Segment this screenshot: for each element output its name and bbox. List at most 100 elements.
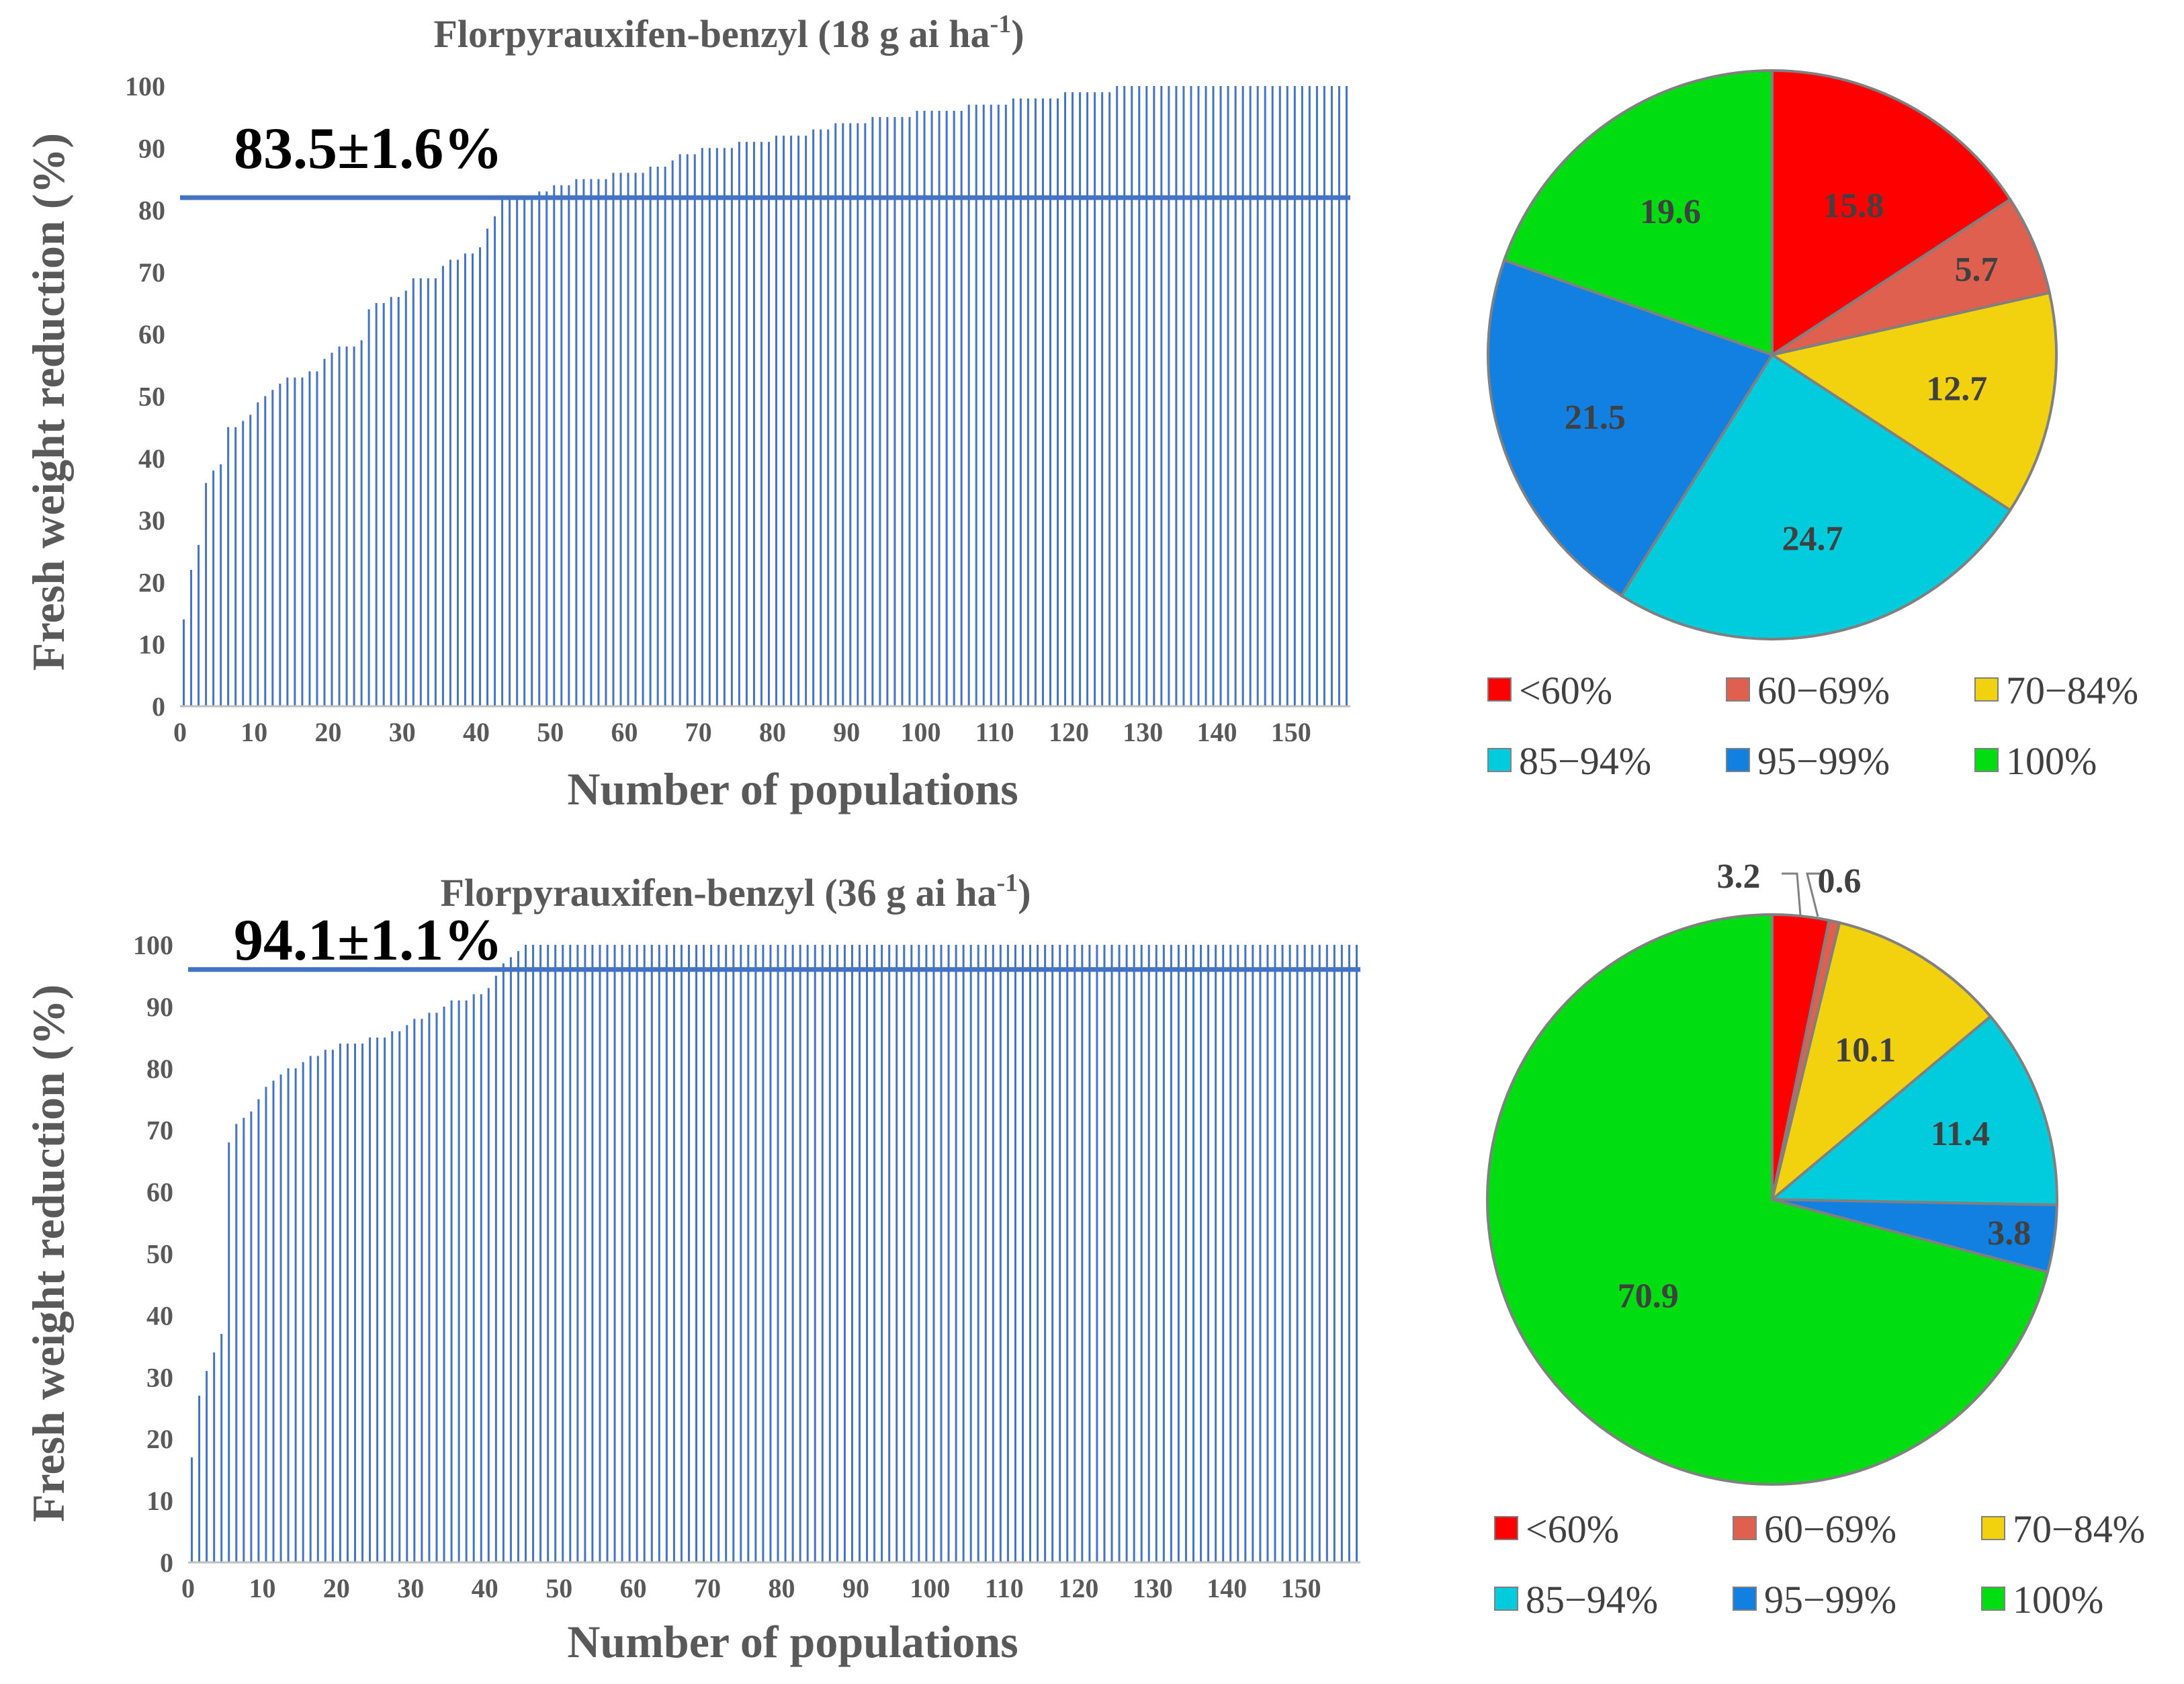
pie-slice-label: 10.1 (1835, 1032, 1896, 1070)
leader-line (1806, 872, 1821, 917)
pie-slice (1502, 69, 1774, 357)
legend-swatch (1494, 1587, 1518, 1611)
y-tick-label: 70 (138, 257, 165, 288)
pie-slice-label: 5.7 (1955, 251, 1999, 289)
legend-label: <60% (1526, 1507, 1619, 1551)
y-tick-label: 90 (146, 992, 173, 1022)
legend-swatch (1733, 1587, 1757, 1611)
pie-labels: 3.2 0.6 10.1 11.4 3.8 70.9 (1618, 857, 2032, 1315)
legend-swatch (1974, 677, 1999, 702)
legend-swatch (1733, 1516, 1757, 1540)
legend-label: 85−94% (1526, 1578, 1658, 1622)
x-tick-label: 100 (910, 1573, 950, 1603)
bar-chart-36g: Florpyrauxifen-benzyl (36 g ai ha-1) 0 10… (23, 869, 1360, 1667)
x-tick-label: 60 (620, 1573, 647, 1603)
y-axis-label: Fresh weight reduction (%) (23, 984, 74, 1522)
y-tick-label: 60 (146, 1177, 173, 1208)
x-tick-label: 110 (975, 717, 1014, 747)
pie-slice-label: 12.7 (1926, 370, 1987, 409)
y-tick-label: 0 (160, 1548, 173, 1578)
x-tick-label: 80 (759, 717, 786, 747)
pie-slice (1486, 913, 2050, 1486)
pie-slice (1771, 69, 2013, 357)
x-tick-label: 150 (1281, 1573, 1321, 1603)
legend-swatch (1487, 677, 1512, 702)
y-tick-label: 90 (138, 133, 165, 163)
pie-slice-label: 3.2 (1717, 857, 1761, 896)
legend-label: 60−69% (1764, 1507, 1896, 1551)
pie-slice-label: 70.9 (1618, 1277, 1679, 1315)
y-axis-ticks: 0 10 20 30 40 50 60 70 80 90 100 (133, 930, 173, 1578)
x-tick-label: 120 (1058, 1573, 1098, 1603)
bar-chart-title: Florpyrauxifen-benzyl (18 g ai ha-1) (433, 10, 1024, 56)
x-tick-label: 50 (537, 717, 564, 747)
legend-swatch (1487, 748, 1512, 772)
leader-line (1782, 872, 1802, 916)
y-tick-label: 100 (133, 930, 173, 960)
x-tick-label: 140 (1197, 717, 1237, 747)
legend: <60% 60−69% 70−84% 85−94% 95−99% 100% (1487, 669, 2138, 783)
pie-chart-36g: 3.2 0.6 10.1 11.4 3.8 70.9 <60% 60−69% 70−84% 85… (1486, 857, 2145, 1622)
pie-slice-label: 11.4 (1931, 1115, 1990, 1153)
x-axis-ticks: 0 10 20 30 40 50 60 70 80 90 100 110 120 130 140 150 (173, 717, 1311, 747)
pie-slices (1487, 69, 2058, 640)
y-tick-label: 100 (125, 71, 165, 101)
y-tick-label: 50 (138, 382, 165, 412)
bar-chart-18g: Florpyrauxifen-benzyl (18 g ai ha-1) 0 10… (23, 10, 1350, 814)
pie-slice-label: 15.8 (1823, 187, 1884, 225)
x-tick-label: 30 (397, 1573, 424, 1603)
pie-slice (1768, 1014, 2058, 1207)
x-tick-label: 90 (833, 717, 860, 747)
pie-chart-18g: 15.8 5.7 12.7 24.7 21.5 19.6 <60% 60−69% 70−84%… (1487, 69, 2138, 783)
pie-labels: 15.8 5.7 12.7 24.7 21.5 19.6 (1565, 187, 1999, 558)
y-tick-label: 10 (138, 630, 165, 660)
x-tick-label: 130 (1133, 1573, 1173, 1603)
pie-slice (1487, 258, 1775, 598)
y-tick-label: 40 (138, 444, 165, 474)
pie-slice-label: 3.8 (1987, 1214, 2031, 1253)
mean-label: 94.1±1.1% (234, 908, 503, 973)
pie-slice-label: 24.7 (1782, 520, 1843, 558)
legend-swatch (1981, 1587, 2005, 1611)
legend-label: 100% (2013, 1578, 2103, 1622)
x-tick-label: 80 (769, 1573, 795, 1603)
pie-slice (1771, 198, 2052, 356)
leader-lines (1782, 872, 1821, 917)
legend-swatch (1974, 748, 1999, 772)
x-tick-label: 100 (901, 717, 941, 747)
legend-swatch (1726, 677, 1750, 702)
y-tick-label: 0 (152, 691, 165, 722)
x-tick-label: 70 (685, 717, 712, 747)
y-tick-label: 20 (138, 567, 165, 597)
x-tick-label: 0 (181, 1573, 195, 1603)
legend-label: 60−69% (1757, 669, 1890, 712)
x-tick-label: 140 (1207, 1573, 1247, 1603)
pie-slices (1486, 913, 2058, 1486)
pie-slice (1619, 353, 2013, 640)
x-tick-label: 40 (463, 717, 490, 747)
x-tick-label: 50 (545, 1573, 572, 1603)
legend-swatch (1494, 1516, 1518, 1540)
legend: <60% 60−69% 70−84% 85−94% 95−99% 100% (1494, 1507, 2145, 1622)
y-tick-label: 50 (146, 1239, 173, 1269)
legend-label: 95−99% (1757, 739, 1890, 783)
y-axis-label: Fresh weight reduction (%) (23, 133, 74, 671)
x-tick-label: 40 (472, 1573, 498, 1603)
y-tick-label: 70 (146, 1115, 173, 1146)
x-tick-label: 130 (1123, 717, 1163, 747)
x-tick-label: 20 (315, 717, 342, 747)
bar-chart-title: Florpyrauxifen-benzyl (36 g ai ha-1) (440, 869, 1031, 915)
legend-label: 100% (2006, 739, 2097, 783)
x-tick-label: 30 (389, 717, 416, 747)
bars (191, 945, 1358, 1562)
x-tick-label: 70 (694, 1573, 721, 1603)
legend-label: <60% (1519, 669, 1612, 712)
x-tick-label: 60 (611, 717, 638, 747)
pie-slice (1768, 291, 2058, 512)
legend-label: 70−84% (2013, 1507, 2145, 1551)
y-tick-label: 80 (146, 1054, 173, 1084)
legend-label: 95−99% (1764, 1578, 1896, 1622)
y-tick-label: 30 (146, 1362, 173, 1392)
y-tick-label: 30 (138, 505, 165, 536)
